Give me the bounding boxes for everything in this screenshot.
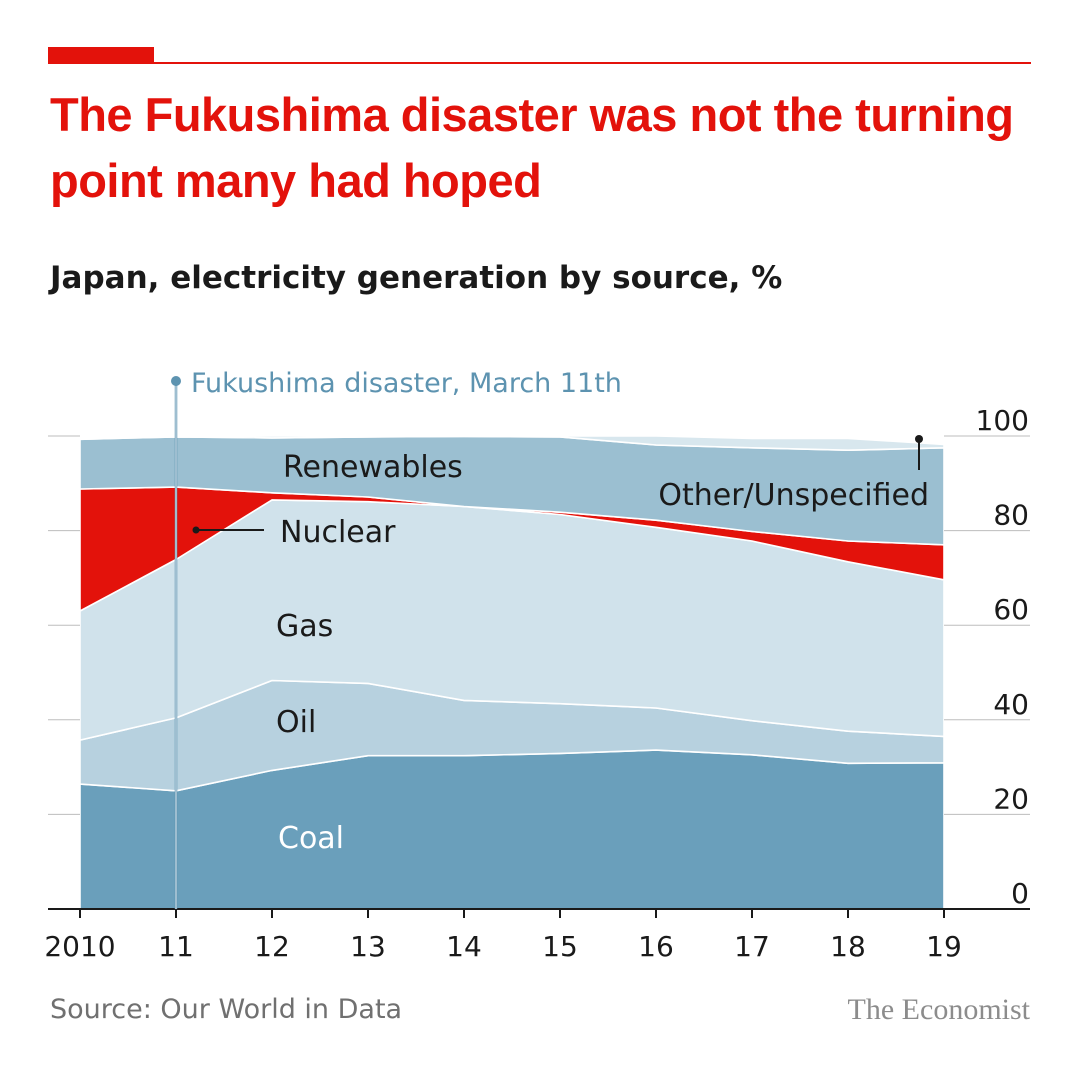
y-tick-label: 80 xyxy=(993,499,1029,532)
x-tick-label: 12 xyxy=(254,930,290,963)
series-label-nuclear: Nuclear xyxy=(280,515,396,550)
gridlines xyxy=(48,435,1030,815)
nuclear-leader-dot xyxy=(192,526,200,534)
accent-rectangle xyxy=(48,47,154,63)
accent-rule xyxy=(48,62,1031,64)
x-tick-label: 2010 xyxy=(44,930,115,963)
source-note: Source: Our World in Data xyxy=(50,994,403,1025)
x-tick-label: 19 xyxy=(926,930,962,963)
x-tick-label: 17 xyxy=(734,930,770,963)
x-tick-label: 15 xyxy=(542,930,578,963)
x-tick-label: 18 xyxy=(830,930,866,963)
chart-title: The Fukushima disaster was not the turni… xyxy=(50,88,1014,207)
brand-logo: The Economist xyxy=(847,993,1030,1026)
annotation-dot xyxy=(171,376,181,386)
other-leader-dot xyxy=(915,435,923,443)
annotation-label: Fukushima disaster, March 11th xyxy=(191,368,622,399)
series-labels: Coal Oil Gas Nuclear Renewables Other/Unspeci… xyxy=(192,435,929,856)
annotations: Fukushima disaster, March 11th xyxy=(171,368,622,909)
y-tick-label: 40 xyxy=(993,688,1029,721)
chart-subtitle: Japan, electricity generation by source,… xyxy=(50,260,783,296)
x-axis: 2010 11 12 13 14 15 16 17 18 19 xyxy=(44,908,1030,963)
x-tick-label: 16 xyxy=(638,930,674,963)
x-tick-label: 13 xyxy=(350,930,386,963)
y-tick-label: 0 xyxy=(1011,877,1029,910)
series-label-oil: Oil xyxy=(276,705,316,740)
y-tick-labels: 0 20 40 60 80 100 xyxy=(976,404,1029,910)
y-tick-label: 60 xyxy=(993,593,1029,626)
y-tick-label: 100 xyxy=(976,404,1029,437)
x-tick-label: 11 xyxy=(158,930,194,963)
area-layers xyxy=(79,435,945,910)
area-other xyxy=(79,435,945,451)
y-tick-label: 20 xyxy=(993,782,1029,815)
x-tick-label: 14 xyxy=(446,930,482,963)
series-label-gas: Gas xyxy=(276,609,333,644)
series-label-renewables: Renewables xyxy=(283,450,463,485)
series-label-coal: Coal xyxy=(278,821,344,856)
series-label-other: Other/Unspecified xyxy=(658,478,929,513)
